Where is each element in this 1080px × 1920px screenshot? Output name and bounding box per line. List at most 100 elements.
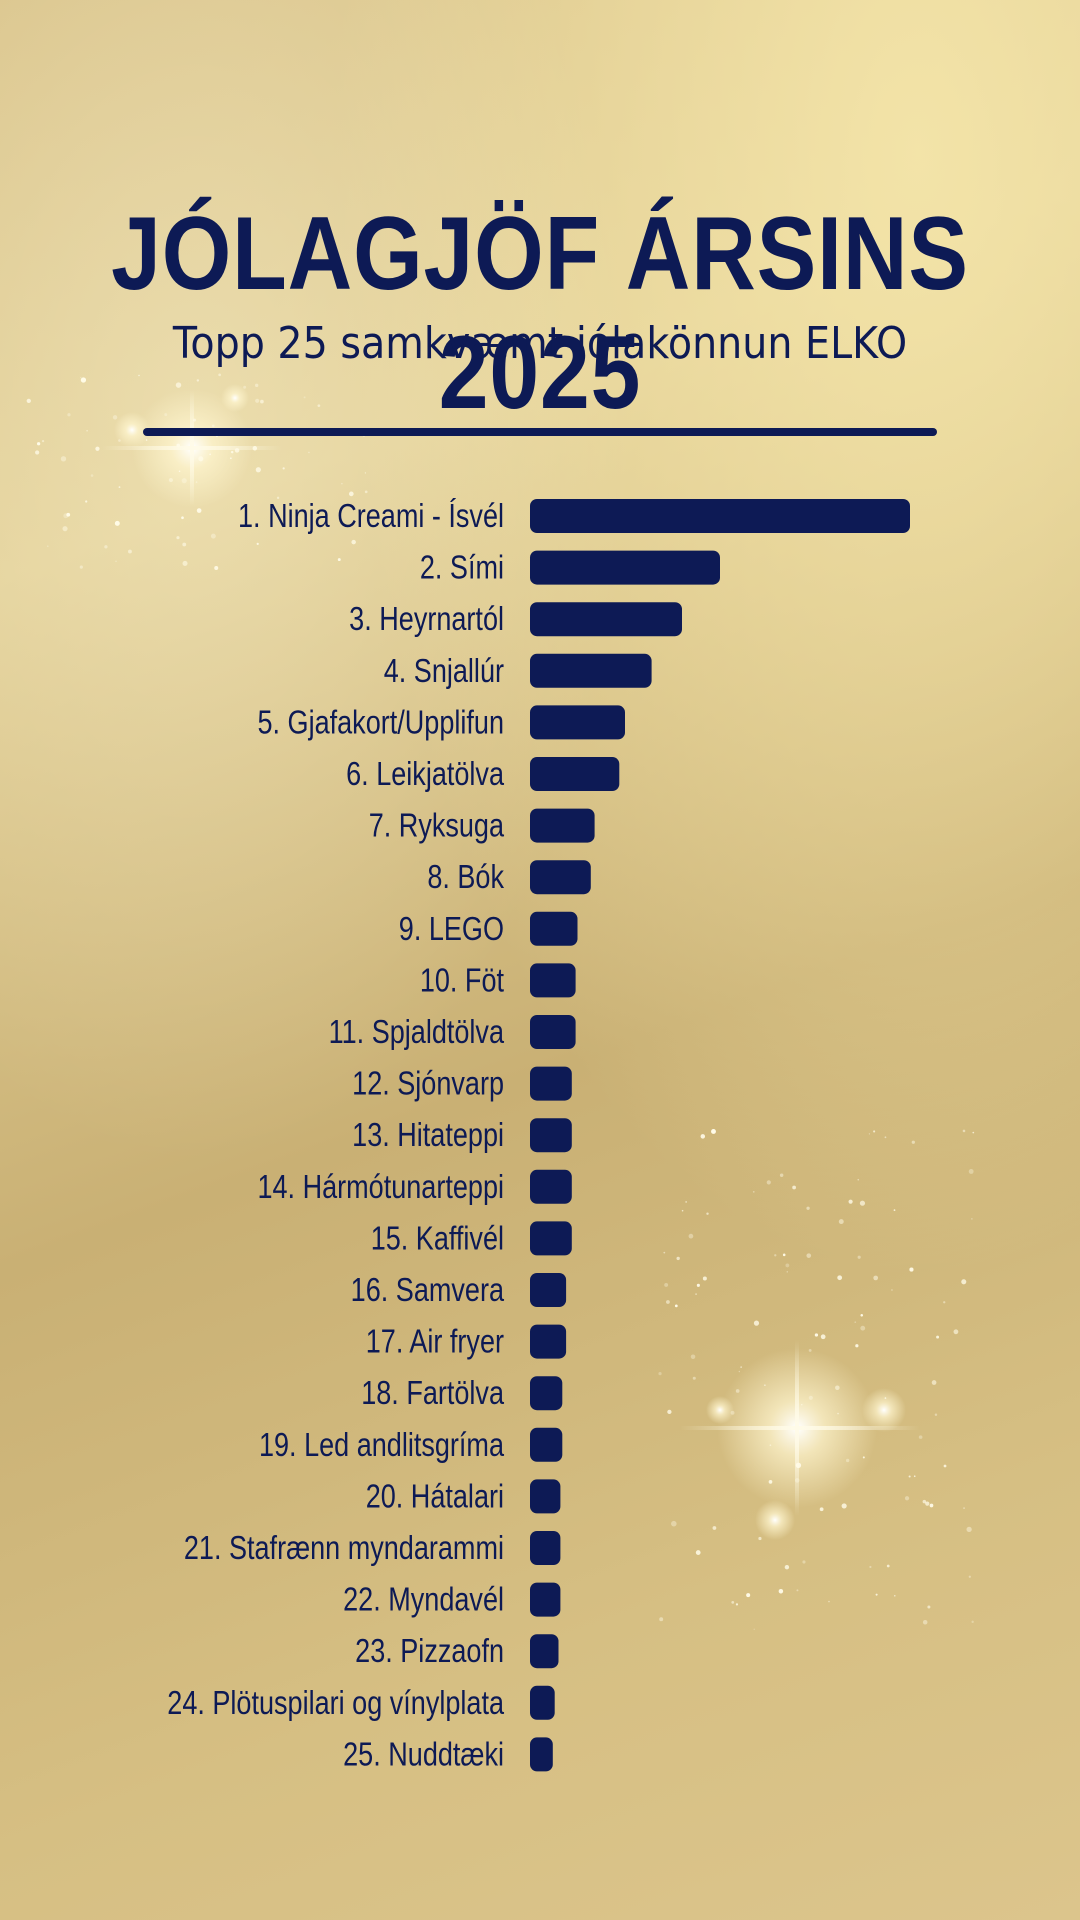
sparkle-dot <box>191 452 193 454</box>
sparkle-dot <box>176 536 180 540</box>
bar-label-14: 14. Hármótunarteppi <box>257 1169 504 1205</box>
sparkle-dot <box>181 516 184 520</box>
bar-2 <box>530 550 720 585</box>
sparkle-dot <box>869 1565 872 1569</box>
sparkle-dot <box>873 1275 879 1281</box>
sparkle-dot <box>943 1464 947 1468</box>
sparkle-dot <box>164 413 168 417</box>
bar-label-12: 12. Sjónvarp <box>352 1066 504 1102</box>
bar-3 <box>530 602 682 637</box>
sparkle-dot <box>85 500 88 503</box>
sparkle-dot <box>782 1253 786 1257</box>
sparkle-dot <box>893 1209 896 1211</box>
sparkle-dot <box>60 456 67 462</box>
sparkle-dot <box>696 1283 700 1287</box>
sparkle-dot <box>848 1199 853 1204</box>
sparkle-dot <box>26 398 31 404</box>
sparkle-dot <box>230 450 234 454</box>
sparkle-dot <box>145 439 148 441</box>
sparkle-dot <box>808 1348 812 1352</box>
sparkle-dot <box>695 1550 701 1555</box>
sparkle-dot <box>36 442 41 446</box>
sparkle-dot <box>972 1131 975 1134</box>
sparkle-dot <box>674 1304 678 1308</box>
sparkle-dot <box>738 1370 741 1373</box>
sparkle-dot <box>67 413 71 417</box>
sparkle-dot <box>909 1267 914 1272</box>
sparkle-dot <box>968 1575 971 1578</box>
sparkle-dot <box>740 1366 742 1368</box>
sparkle-dot <box>337 558 341 562</box>
sparkle-dot <box>838 1219 844 1225</box>
sparkle-dot <box>735 1603 739 1606</box>
sparkle-dot <box>86 430 88 432</box>
sparkle-dot <box>837 1412 839 1415</box>
sparkle-dot <box>681 1209 684 1212</box>
sparkle-dot <box>364 490 368 494</box>
sparkle-dot <box>873 1130 876 1133</box>
bar-label-13: 13. Hitateppi <box>352 1118 504 1154</box>
sparkle-dot <box>230 457 232 460</box>
bar-5 <box>530 705 625 740</box>
bar-4 <box>530 653 652 688</box>
sparkle-dot <box>820 1334 826 1340</box>
sparkle-dot <box>860 1314 864 1317</box>
bar-23 <box>530 1634 559 1669</box>
sparkle-dot <box>766 1180 771 1185</box>
sparkle-dot <box>962 1129 966 1133</box>
sparkle-dot <box>260 399 264 404</box>
sparkle-dot <box>667 1409 672 1415</box>
sparkle-dot <box>731 1601 735 1604</box>
sparkle-dot <box>276 496 280 500</box>
bar-8 <box>530 860 591 895</box>
bar-label-1: 1. Ninja Creami - Ísvél <box>238 499 504 535</box>
sparkle-dot <box>214 565 219 570</box>
sparkle-dot <box>934 1413 938 1416</box>
sparkle-dot <box>943 1301 946 1304</box>
sparkle-dot <box>41 440 45 443</box>
bar-20 <box>530 1479 561 1514</box>
sparkle-dot <box>692 1376 696 1380</box>
bar-7 <box>530 808 595 843</box>
bar-label-10: 10. Föt <box>420 963 505 999</box>
sparkle-dot <box>886 1564 890 1568</box>
sparkle-dot <box>860 1325 866 1331</box>
sparkle-dot <box>792 1185 796 1190</box>
sparkle-dot <box>801 1404 803 1406</box>
sparkle-dot <box>862 1456 865 1459</box>
sparkle-dot <box>786 1271 788 1273</box>
sparkle-dot <box>666 1300 670 1304</box>
bar-16 <box>530 1273 567 1307</box>
sparkle-dot <box>695 1293 697 1295</box>
sparkle-dot <box>711 1129 716 1134</box>
sparkle-dot <box>195 481 198 484</box>
sparkle-dot <box>178 470 181 473</box>
sparkle-dot <box>209 453 211 456</box>
sparkle-dot <box>929 1503 934 1508</box>
sparkle-dot <box>922 1619 928 1625</box>
sparkle-dot <box>256 542 259 546</box>
sparkle-dot <box>66 512 71 517</box>
sparkle-dot <box>828 1600 830 1603</box>
sparkle-dot <box>936 1335 940 1339</box>
sparkle-dot <box>114 520 120 526</box>
sparkle-dot <box>46 545 49 547</box>
sparkle-dot <box>79 376 82 379</box>
sparkle-dot <box>971 1217 973 1220</box>
bar-label-18: 18. Fartölva <box>361 1376 504 1412</box>
bar-label-17: 17. Air fryer <box>366 1324 504 1360</box>
sparkle-dot <box>857 1255 861 1259</box>
sparkle-dot <box>700 1134 706 1139</box>
bar-label-23: 23. Pizzaofn <box>355 1634 504 1670</box>
sparkle-dot <box>712 1526 717 1530</box>
bar-label-6: 6. Leikjatölva <box>346 757 504 793</box>
sparkle-dot <box>255 398 260 403</box>
sparkle-dot <box>764 1384 766 1386</box>
sparkle-dot <box>688 1233 694 1239</box>
sparkle-dot <box>676 1256 680 1261</box>
bar-label-11: 11. Spjaldtölva <box>329 1015 505 1051</box>
bar-label-5: 5. Gjafakort/Upplifun <box>257 705 504 741</box>
bar-label-2: 2. Sími <box>420 550 504 586</box>
sparkle-dot <box>835 1385 840 1391</box>
sparkle-dot <box>112 415 118 420</box>
